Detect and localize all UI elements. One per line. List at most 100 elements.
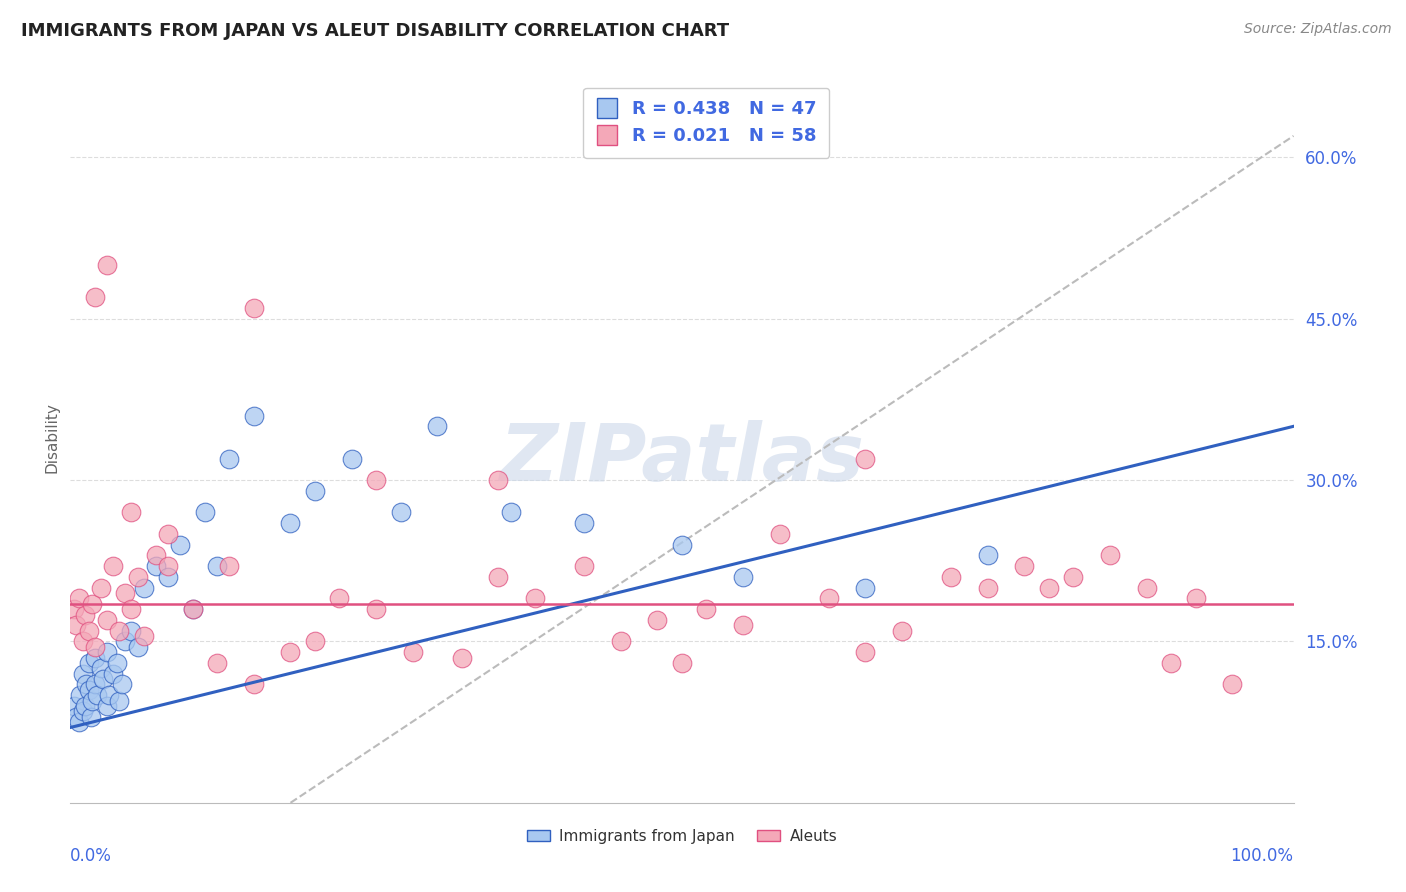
Point	[855, 645, 877, 659]
Point	[817, 591, 839, 606]
Text: ZIPatlas: ZIPatlas	[499, 420, 865, 498]
Point	[450, 650, 472, 665]
Point	[855, 581, 877, 595]
Point	[181, 602, 204, 616]
Point	[82, 693, 104, 707]
Point	[340, 451, 363, 466]
Point	[647, 613, 669, 627]
Point	[572, 516, 595, 530]
Point	[127, 640, 149, 654]
Point	[366, 473, 388, 487]
Point	[86, 688, 108, 702]
Point	[121, 624, 143, 638]
Point	[733, 618, 755, 632]
Point	[1099, 549, 1122, 563]
Point	[976, 549, 998, 563]
Point	[671, 538, 693, 552]
Point	[83, 290, 105, 304]
Point	[145, 549, 167, 563]
Point	[243, 301, 266, 315]
Point	[157, 527, 180, 541]
Point	[101, 666, 124, 681]
Point	[72, 705, 94, 719]
Point	[610, 634, 633, 648]
Point	[101, 559, 124, 574]
Point	[572, 559, 595, 574]
Point	[218, 451, 240, 466]
Point	[77, 656, 100, 670]
Point	[402, 645, 425, 659]
Point	[181, 602, 204, 616]
Point	[1038, 581, 1060, 595]
Point	[426, 419, 449, 434]
Point	[121, 505, 143, 519]
Point	[91, 672, 114, 686]
Point	[1136, 581, 1159, 595]
Point	[67, 715, 90, 730]
Point	[243, 409, 266, 423]
Point	[90, 661, 112, 675]
Point	[145, 559, 167, 574]
Point	[96, 698, 118, 713]
Point	[1160, 656, 1182, 670]
Point	[499, 505, 522, 519]
Point	[90, 581, 112, 595]
Point	[218, 559, 240, 574]
Point	[194, 505, 217, 519]
Point	[328, 591, 350, 606]
Point	[108, 624, 131, 638]
Point	[72, 666, 94, 681]
Point	[73, 698, 96, 713]
Point	[96, 258, 118, 272]
Point	[855, 451, 877, 466]
Point	[169, 538, 191, 552]
Point	[891, 624, 914, 638]
Point	[114, 586, 136, 600]
Y-axis label: Disability: Disability	[44, 401, 59, 473]
Point	[121, 602, 143, 616]
Point	[132, 629, 155, 643]
Point	[304, 483, 326, 498]
Point	[488, 473, 510, 487]
Point	[127, 570, 149, 584]
Point	[389, 505, 412, 519]
Point	[976, 581, 998, 595]
Point	[63, 602, 86, 616]
Point	[83, 640, 105, 654]
Point	[488, 570, 510, 584]
Point	[1014, 559, 1036, 574]
Point	[205, 559, 228, 574]
Point	[73, 607, 96, 622]
Text: Source: ZipAtlas.com: Source: ZipAtlas.com	[1244, 22, 1392, 37]
Point	[72, 634, 94, 648]
Point	[939, 570, 962, 584]
Point	[733, 570, 755, 584]
Point	[524, 591, 547, 606]
Point	[108, 693, 131, 707]
Point	[366, 602, 388, 616]
Point	[75, 677, 97, 691]
Text: 0.0%: 0.0%	[70, 847, 112, 864]
Point	[105, 656, 128, 670]
Point	[69, 688, 91, 702]
Text: IMMIGRANTS FROM JAPAN VS ALEUT DISABILITY CORRELATION CHART: IMMIGRANTS FROM JAPAN VS ALEUT DISABILIT…	[21, 22, 730, 40]
Point	[80, 710, 103, 724]
Point	[63, 698, 86, 713]
Point	[98, 688, 121, 702]
Point	[695, 602, 717, 616]
Point	[671, 656, 693, 670]
Point	[132, 581, 155, 595]
Point	[157, 559, 180, 574]
Point	[1220, 677, 1243, 691]
Point	[111, 677, 134, 691]
Point	[114, 634, 136, 648]
Point	[96, 613, 118, 627]
Point	[77, 682, 100, 697]
Point	[65, 618, 87, 632]
Point	[83, 677, 105, 691]
Point	[243, 677, 266, 691]
Point	[280, 645, 302, 659]
Point	[65, 710, 87, 724]
Legend: Immigrants from Japan, Aleuts: Immigrants from Japan, Aleuts	[520, 822, 844, 850]
Point	[280, 516, 302, 530]
